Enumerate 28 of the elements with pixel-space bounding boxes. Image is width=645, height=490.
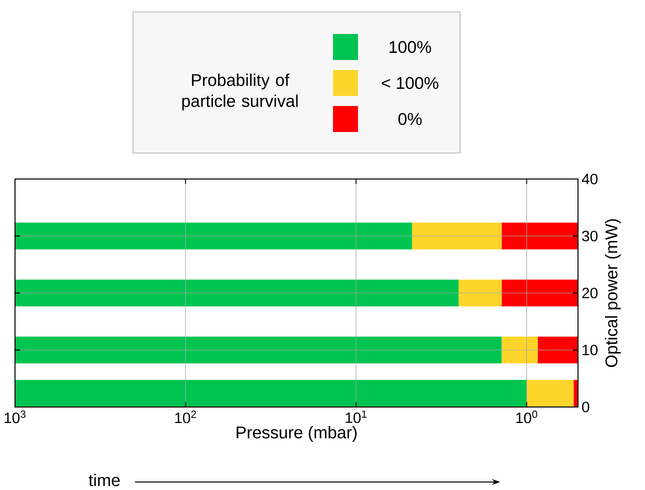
bar [15, 380, 527, 407]
bar [15, 280, 459, 307]
x-tick-label: 10$^{0}$ [516, 410, 538, 424]
legend-label: 100% [390, 41, 432, 54]
bar [458, 280, 502, 307]
bar [502, 280, 578, 307]
text: time [88, 474, 120, 486]
x-tick-label: 10$^{2}$ [175, 410, 196, 424]
bar [526, 380, 574, 407]
bar [15, 222, 412, 250]
legend-title: Probability of particle survival [182, 74, 298, 111]
y-tick-label: 40 [582, 174, 598, 185]
y-tick-label: 0 [582, 402, 590, 413]
bar [502, 222, 578, 250]
bar [538, 336, 578, 364]
x-tick-label: 10$^{1}$ [346, 410, 367, 424]
y-axis-title: Optical power (mW) [604, 219, 621, 368]
bar [502, 336, 538, 364]
bar [15, 336, 502, 364]
y-tick-label: 30 [582, 230, 598, 242]
x-tick-label: 10$^{3}$ [4, 410, 26, 424]
bar [412, 222, 502, 250]
y-tick-label: 10 [582, 344, 598, 356]
x-axis-title: Pressure (mbar) [236, 426, 357, 442]
y-tick-label: 20 [582, 288, 598, 299]
legend-label: < 100% [382, 77, 438, 90]
bar [574, 380, 578, 407]
legend-label: 0% [398, 113, 422, 126]
